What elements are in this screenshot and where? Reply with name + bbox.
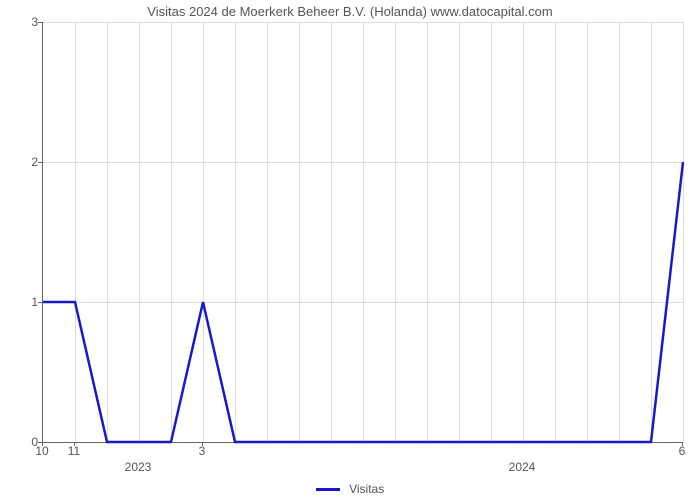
y-tick-label: 0 xyxy=(8,435,38,449)
y-tick-label: 2 xyxy=(8,155,38,169)
x-tick-label: 3 xyxy=(199,444,206,458)
y-tick-label: 3 xyxy=(8,15,38,29)
x-year-label: 2024 xyxy=(509,460,536,474)
visits-chart: Visitas 2024 de Moerkerk Beheer B.V. (Ho… xyxy=(0,0,700,500)
legend: Visitas xyxy=(0,482,700,496)
legend-label: Visitas xyxy=(349,482,384,496)
x-tick-label: 6 xyxy=(679,444,686,458)
chart-title: Visitas 2024 de Moerkerk Beheer B.V. (Ho… xyxy=(0,4,700,19)
x-year-label: 2023 xyxy=(125,460,152,474)
x-tick-label: 11 xyxy=(68,444,80,458)
data-line xyxy=(43,22,683,442)
x-tick-label: 10 xyxy=(35,444,48,458)
y-tick-label: 1 xyxy=(8,295,38,309)
plot-area xyxy=(42,22,683,443)
legend-swatch xyxy=(316,488,340,491)
